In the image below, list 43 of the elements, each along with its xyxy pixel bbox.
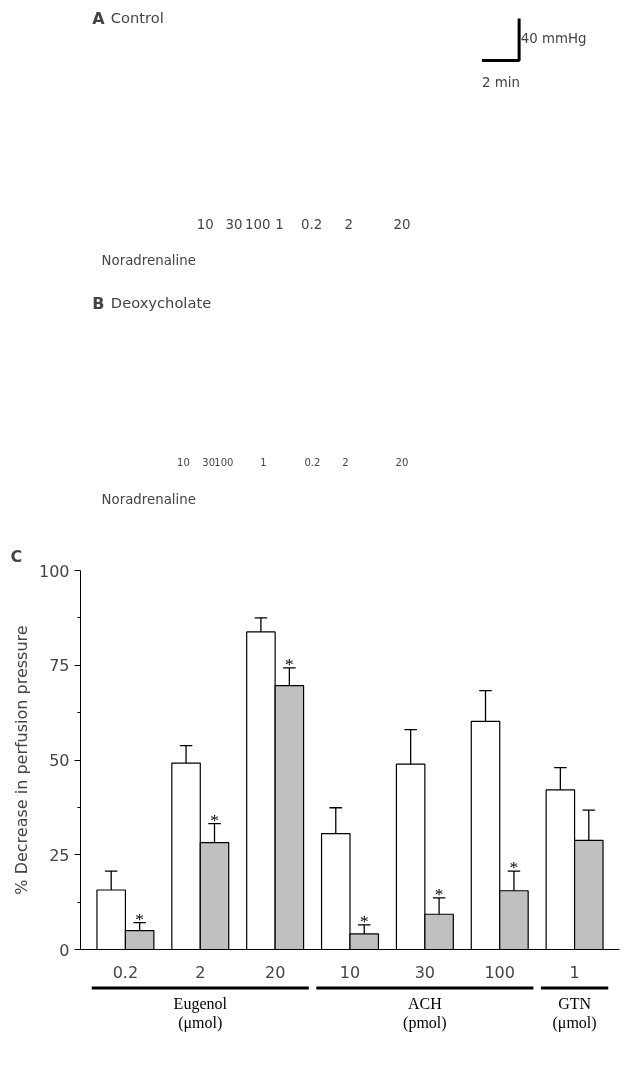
text: A Control	[92, 8, 164, 28]
text: 1	[260, 456, 267, 468]
text: 40 mmHg	[520, 31, 587, 46]
annotation: *	[210, 810, 219, 830]
annotation: *	[359, 911, 369, 931]
text: ACH (pmol)	[403, 995, 447, 1032]
text: Eugenol (μmol)	[173, 995, 228, 1032]
chart-title: C	[10, 546, 23, 566]
annotation: *	[285, 654, 294, 674]
y-tick-label: 0	[59, 940, 70, 960]
text: 2	[344, 216, 353, 232]
y-axis-title: % Decrease in perfusion pressure	[11, 625, 31, 895]
text: 2 min	[482, 75, 520, 90]
text: 100	[214, 456, 234, 468]
text: 30	[202, 456, 216, 468]
text: 30	[225, 216, 243, 232]
y-tick-label: 25	[49, 845, 70, 865]
x-tick-label: 10	[339, 962, 361, 982]
x-tick-label: 2	[195, 962, 206, 982]
text: 0.2	[301, 216, 323, 232]
y-tick-label: 100	[38, 561, 70, 581]
annotation: *	[509, 858, 519, 878]
text: 2	[342, 456, 349, 468]
x-tick-label: 30	[414, 962, 436, 982]
annotation: *	[434, 884, 444, 904]
text: B Deoxycholate	[92, 293, 212, 313]
text: 20	[395, 456, 409, 468]
x-tick-label: 0.2	[112, 962, 139, 982]
x-tick-label: 100	[484, 962, 515, 982]
text: Noradrenaline	[101, 252, 196, 268]
text: GTN (μmol)	[552, 995, 597, 1032]
text: 1	[275, 216, 284, 232]
y-tick-label: 50	[49, 751, 70, 770]
text: 10	[177, 456, 190, 468]
x-tick-label: 1	[569, 962, 580, 982]
text: 0.2	[304, 456, 321, 468]
y-tick-label: 75	[49, 656, 70, 676]
text: Noradrenaline	[101, 491, 196, 507]
text: 100	[244, 216, 271, 232]
annotation: *	[135, 909, 144, 929]
text: 20	[393, 216, 411, 232]
text: 10	[196, 216, 214, 232]
x-tick-label: 20	[264, 962, 286, 982]
